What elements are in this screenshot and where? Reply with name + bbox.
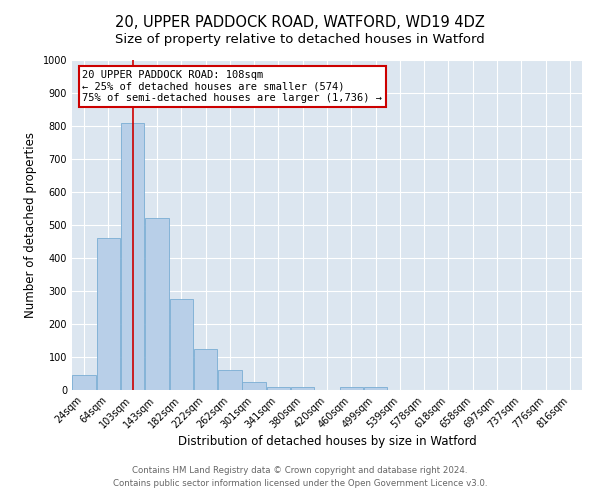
Text: 20 UPPER PADDOCK ROAD: 108sqm
← 25% of detached houses are smaller (574)
75% of : 20 UPPER PADDOCK ROAD: 108sqm ← 25% of d… — [82, 70, 382, 103]
Text: Size of property relative to detached houses in Watford: Size of property relative to detached ho… — [115, 32, 485, 46]
Y-axis label: Number of detached properties: Number of detached properties — [24, 132, 37, 318]
Text: Contains HM Land Registry data © Crown copyright and database right 2024.
Contai: Contains HM Land Registry data © Crown c… — [113, 466, 487, 487]
Bar — [73, 375, 96, 390]
Bar — [266, 386, 290, 390]
Bar — [340, 386, 363, 390]
Bar — [170, 299, 193, 390]
Bar — [121, 122, 145, 390]
Text: 20, UPPER PADDOCK ROAD, WATFORD, WD19 4DZ: 20, UPPER PADDOCK ROAD, WATFORD, WD19 4D… — [115, 15, 485, 30]
Bar — [194, 349, 217, 390]
Bar — [242, 382, 266, 390]
X-axis label: Distribution of detached houses by size in Watford: Distribution of detached houses by size … — [178, 436, 476, 448]
Bar — [364, 386, 388, 390]
Bar — [291, 386, 314, 390]
Bar — [97, 238, 120, 390]
Bar — [145, 218, 169, 390]
Bar — [218, 370, 242, 390]
